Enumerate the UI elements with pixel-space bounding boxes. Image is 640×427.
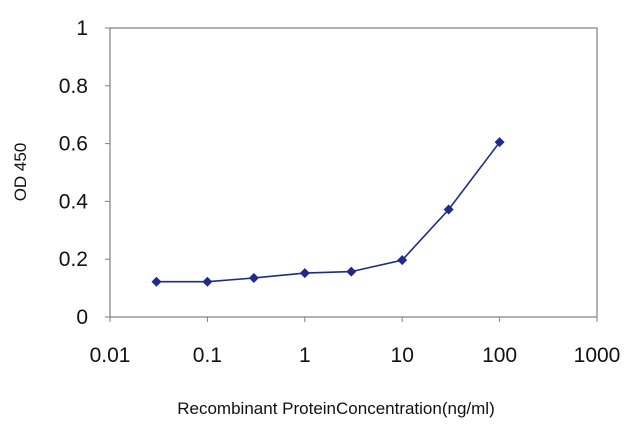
y-axis-ticks: 0 0.2 0.4 0.6 0.8 1 [59,17,110,329]
x-tick-label: 1 [299,344,311,367]
y-tick-label: 0.4 [59,190,89,213]
y-tick-label: 0.2 [59,248,88,271]
y-tick-label: 1 [76,17,88,40]
x-tick-label: 1000 [574,344,621,367]
y-tick-label: 0 [76,306,88,329]
y-tick-label: 0.6 [59,133,88,156]
y-axis-title: OD 450 [11,143,30,202]
plot-area [109,27,598,318]
data-point [443,204,454,215]
x-axis-title: Recombinant ProteinConcentration(ng/ml) [177,399,495,418]
data-point [346,266,357,277]
data-point [494,137,505,148]
y-tick-label: 0.8 [59,75,88,98]
x-tick-label: 100 [482,344,517,367]
x-tick-label: 10 [391,344,414,367]
series-layer [151,137,505,287]
data-point [299,268,310,279]
x-tick-label: 0.01 [90,344,131,367]
series-line [156,141,501,283]
x-tick-label: 0.1 [193,344,222,367]
data-point [151,276,162,287]
data-point [397,255,408,266]
data-point [202,276,213,287]
x-axis-ticks: 0.01 0.1 1 10 100 1000 [90,317,621,367]
data-point [248,272,259,283]
